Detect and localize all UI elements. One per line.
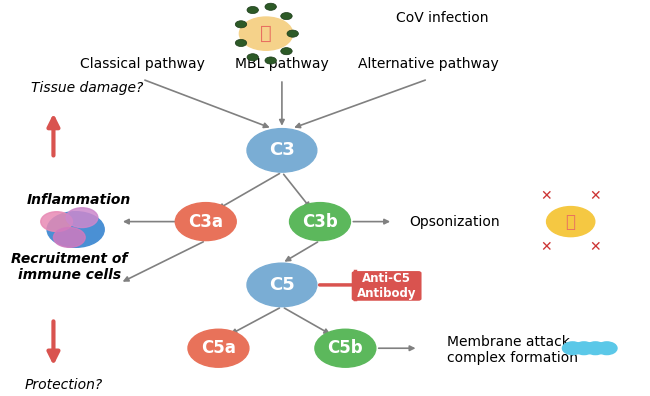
Text: C3: C3 <box>269 141 295 159</box>
Text: C5: C5 <box>269 276 295 294</box>
Text: CoV infection: CoV infection <box>396 11 489 25</box>
Circle shape <box>315 329 376 367</box>
Circle shape <box>597 342 617 354</box>
Circle shape <box>281 48 292 55</box>
Text: MBL pathway: MBL pathway <box>235 57 329 71</box>
Text: C5a: C5a <box>201 339 236 357</box>
Circle shape <box>247 54 259 61</box>
Text: ✕: ✕ <box>540 240 552 254</box>
Circle shape <box>562 342 583 354</box>
Circle shape <box>287 30 298 37</box>
Text: ✕: ✕ <box>540 189 552 203</box>
Circle shape <box>574 342 594 354</box>
Circle shape <box>289 203 350 241</box>
Text: Membrane attack
complex formation: Membrane attack complex formation <box>447 335 578 366</box>
Circle shape <box>265 57 276 64</box>
Text: ✕: ✕ <box>590 189 601 203</box>
Text: C3b: C3b <box>302 213 338 230</box>
Circle shape <box>247 263 317 307</box>
Circle shape <box>66 208 98 228</box>
Circle shape <box>41 212 73 232</box>
Text: 〜: 〜 <box>566 213 576 230</box>
Text: Opsonization: Opsonization <box>409 215 499 228</box>
Text: Classical pathway: Classical pathway <box>80 57 205 71</box>
Circle shape <box>176 203 236 241</box>
Circle shape <box>239 17 292 50</box>
Circle shape <box>547 207 595 237</box>
Circle shape <box>235 21 247 28</box>
Text: Recruitment of
immune cells: Recruitment of immune cells <box>11 252 127 282</box>
Circle shape <box>585 342 606 354</box>
Text: 〜: 〜 <box>260 24 272 43</box>
Circle shape <box>235 40 247 46</box>
Text: C3a: C3a <box>188 213 223 230</box>
Text: ✕: ✕ <box>590 240 601 254</box>
Text: Inflammation: Inflammation <box>27 193 131 207</box>
Circle shape <box>247 129 317 172</box>
Text: Anti-C5
Antibody: Anti-C5 Antibody <box>357 272 417 300</box>
Circle shape <box>281 13 292 20</box>
Circle shape <box>247 6 259 13</box>
FancyBboxPatch shape <box>352 271 422 301</box>
Circle shape <box>188 329 249 367</box>
Circle shape <box>53 228 85 248</box>
Text: Alternative pathway: Alternative pathway <box>358 57 499 71</box>
Text: C5b: C5b <box>328 339 363 357</box>
Circle shape <box>47 212 104 248</box>
Text: Protection?: Protection? <box>25 378 103 392</box>
Text: Tissue damage?: Tissue damage? <box>31 81 144 95</box>
Circle shape <box>265 3 276 10</box>
